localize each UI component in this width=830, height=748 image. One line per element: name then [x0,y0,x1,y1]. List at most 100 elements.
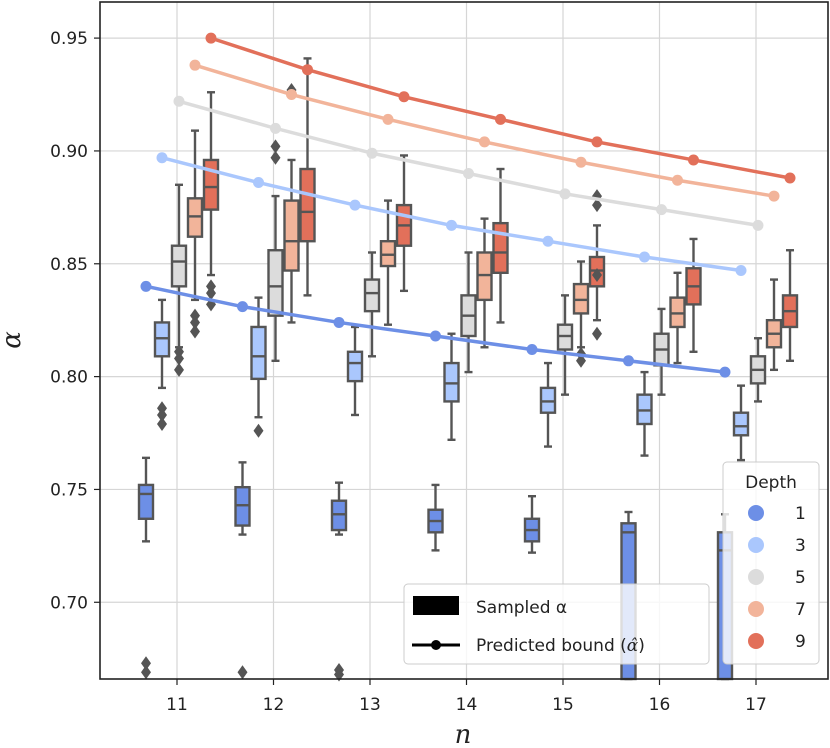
y-tick-label: 0.85 [50,255,88,275]
box-depth-9-n-14 [492,167,509,324]
predicted-label-prefix: Predicted bound ( [476,636,627,656]
predicted-point [382,113,394,125]
predicted-point [270,122,281,134]
box-iqr [283,199,300,272]
box-iqr [170,244,188,288]
outlier-marker [174,351,184,366]
x-tick-label: 11 [166,695,188,715]
outlier-marker [190,324,200,339]
legend-entry-depth-9: 9 [748,632,806,652]
outlier-marker [157,407,167,422]
predicted-point [205,32,217,44]
predicted-point [495,113,506,125]
box-depth-5-n-17 [749,337,767,403]
predicted-point [302,64,313,76]
outlier-marker [592,268,602,283]
predicted-point [591,136,603,148]
predicted-point [189,59,201,71]
legend-label-depth-5: 5 [795,568,806,588]
x-tick-label: 13 [359,695,381,715]
box-depth-9-n-11 [202,91,220,312]
legend-marker-depth-9 [748,633,764,649]
box-depth-3-n-13 [346,325,364,417]
outlier-marker [157,416,167,431]
predicted-line-depth-3 [156,152,747,277]
box-iqr [732,411,750,437]
legend-marker-depth-7 [748,601,764,617]
predicted-point [526,344,538,356]
legend-label-depth-9: 9 [795,632,806,652]
predicted-point [639,251,650,263]
depth-legend: Depth 1 3 5 7 9 [722,461,820,665]
legend-label-depth-3: 3 [795,536,806,556]
box-iqr [299,167,316,243]
depth-legend-frame [722,461,820,665]
box-depth-5-n-14 [460,251,477,374]
y-tick-label: 0.70 [50,593,88,613]
box-iqr [346,350,364,383]
box-depth-9-n-12 [299,57,316,297]
box-iqr [267,249,284,317]
style-legend: Sampled α Predicted bound (α̂) [403,583,710,665]
box-depth-3-n-11 [153,298,171,431]
outlier-marker [206,286,216,301]
y-tick-label: 0.80 [50,368,88,388]
legend-marker-depth-3 [748,537,764,553]
depth-legend-title: Depth [745,473,797,493]
box-depth-3-n-12 [250,296,267,438]
predicted-point [349,199,361,211]
box-depth-5-n-12 [267,139,284,363]
predicted-label-suffix: ) [638,636,645,656]
box-depth-1-n-11 [137,456,155,680]
predicted-point [430,330,441,342]
y-tick-label: 0.75 [50,480,88,500]
box-depth-5-n-15 [556,294,574,396]
box-depth-1-n-12 [234,461,251,680]
x-tick-label: 12 [263,695,285,715]
box-depth-1-n-13 [330,481,348,682]
predicted-point [253,177,264,189]
box-iqr [492,221,509,275]
depth-legend-entries: 1 3 5 7 9 [748,504,806,652]
outlier-marker [174,362,184,377]
predicted-point [479,136,490,148]
outlier-marker [141,656,151,671]
box-depth-9-n-16 [685,237,702,353]
predicted-point [559,188,571,200]
legend-label-depth-1: 1 [795,504,806,524]
predicted-point [784,172,796,184]
outlier-marker [253,423,264,438]
legend-entry-depth-3: 3 [748,536,806,556]
predicted-line-depth-7 [189,59,780,202]
outlier-marker [141,665,151,680]
predicted-point [752,219,764,231]
box-depth-5-n-11 [170,183,188,377]
box-depth-9-n-17 [781,249,799,363]
legend-entry-depth-5: 5 [748,568,806,588]
style-legend-marker [431,640,441,650]
box-depth-1-n-14 [427,483,444,552]
legend-entry-depth-1: 1 [748,504,806,524]
box-iqr [137,483,155,520]
box-depth-3-n-15 [539,361,557,448]
outlier-marker [592,326,602,341]
predicted-point [173,95,185,107]
box-depth-7-n-17 [765,278,783,372]
series-boxes-depth-9 [202,57,799,363]
predicted-label-symbol: α̂ [627,636,639,656]
predicted-point [140,280,152,292]
predicted-point [656,204,667,216]
style-legend-sampled-label: Sampled α [476,598,567,618]
outlier-marker [334,667,344,682]
predicted-point [719,366,731,378]
legend-entry-depth-7: 7 [748,600,806,620]
predicted-point [333,316,345,328]
predicted-point [446,219,457,231]
predicted-point [237,301,248,313]
style-legend-predicted-label: Predicted bound (α̂) [476,636,645,656]
box-iqr [363,278,381,313]
predicted-point [286,89,297,101]
series-boxes-depth-7 [186,83,783,372]
box-depth-9-n-15 [588,189,606,341]
